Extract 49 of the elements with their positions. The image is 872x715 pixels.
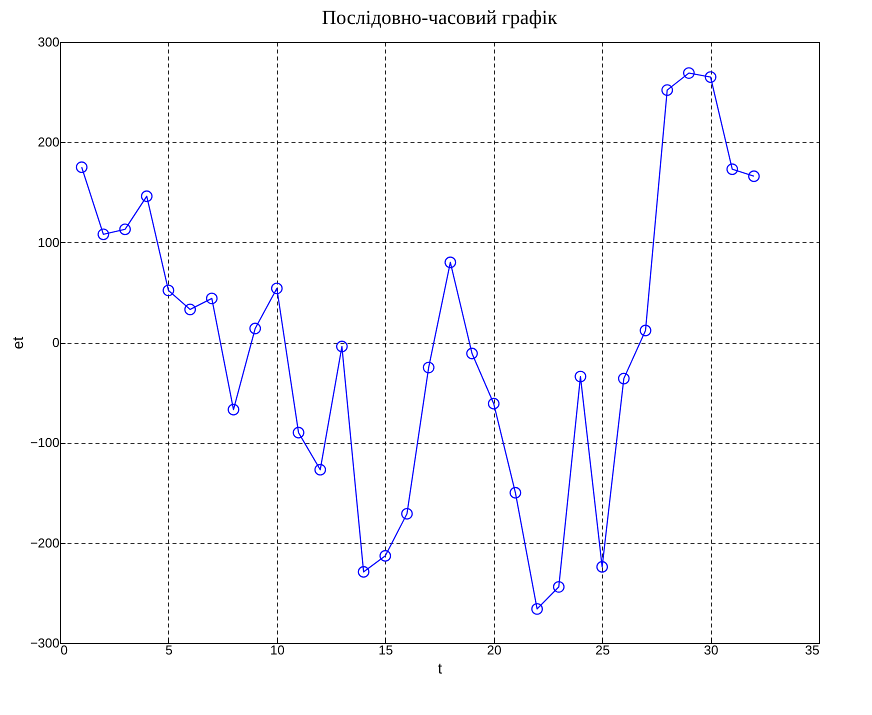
- point: [249, 322, 262, 334]
- point: [618, 372, 630, 384]
- point: [683, 67, 695, 79]
- point: [726, 163, 738, 176]
- x-tick-label: 35: [805, 642, 820, 658]
- point: [379, 550, 392, 562]
- point: [358, 566, 370, 578]
- x-tick-label: 5: [165, 642, 173, 658]
- x-tick-label: 15: [378, 642, 394, 658]
- x-tick-label: 10: [270, 642, 285, 658]
- point: [271, 282, 283, 294]
- point: [314, 464, 326, 476]
- x-tick-label: 30: [704, 642, 718, 658]
- point: [661, 84, 674, 96]
- point: [552, 581, 565, 593]
- y-tick-label: −300: [30, 636, 60, 650]
- point: [206, 292, 218, 304]
- chart-title: Послідовно-часовий графік: [322, 7, 558, 29]
- point: [596, 561, 608, 573]
- point: [292, 426, 304, 438]
- y-tick-label: −200: [30, 535, 60, 550]
- point: [140, 190, 153, 202]
- y-axis-title: et: [10, 336, 28, 350]
- point: [640, 324, 652, 336]
- y-tick-label: 100: [38, 234, 60, 250]
- point: [748, 170, 760, 182]
- point: [510, 486, 522, 499]
- y-tick-label: 200: [38, 134, 60, 150]
- point: [228, 404, 240, 416]
- point: [574, 370, 586, 382]
- point: [466, 348, 478, 360]
- point: [184, 304, 196, 316]
- point: [162, 284, 174, 296]
- point: [98, 228, 110, 240]
- y-tick-label: 0: [52, 335, 60, 350]
- x-tick-label: 25: [595, 642, 610, 658]
- point: [76, 161, 88, 174]
- point: [531, 603, 543, 615]
- y-tick-label: −100: [30, 435, 60, 450]
- point: [444, 256, 456, 268]
- point: [401, 508, 413, 520]
- point: [336, 340, 348, 352]
- point: [119, 223, 131, 236]
- y-tick-label: 300: [38, 34, 60, 50]
- point: [422, 362, 434, 374]
- x-axis-title: t: [438, 660, 443, 678]
- point: [704, 71, 716, 83]
- point: [488, 398, 500, 410]
- x-tick-label: 20: [486, 642, 502, 658]
